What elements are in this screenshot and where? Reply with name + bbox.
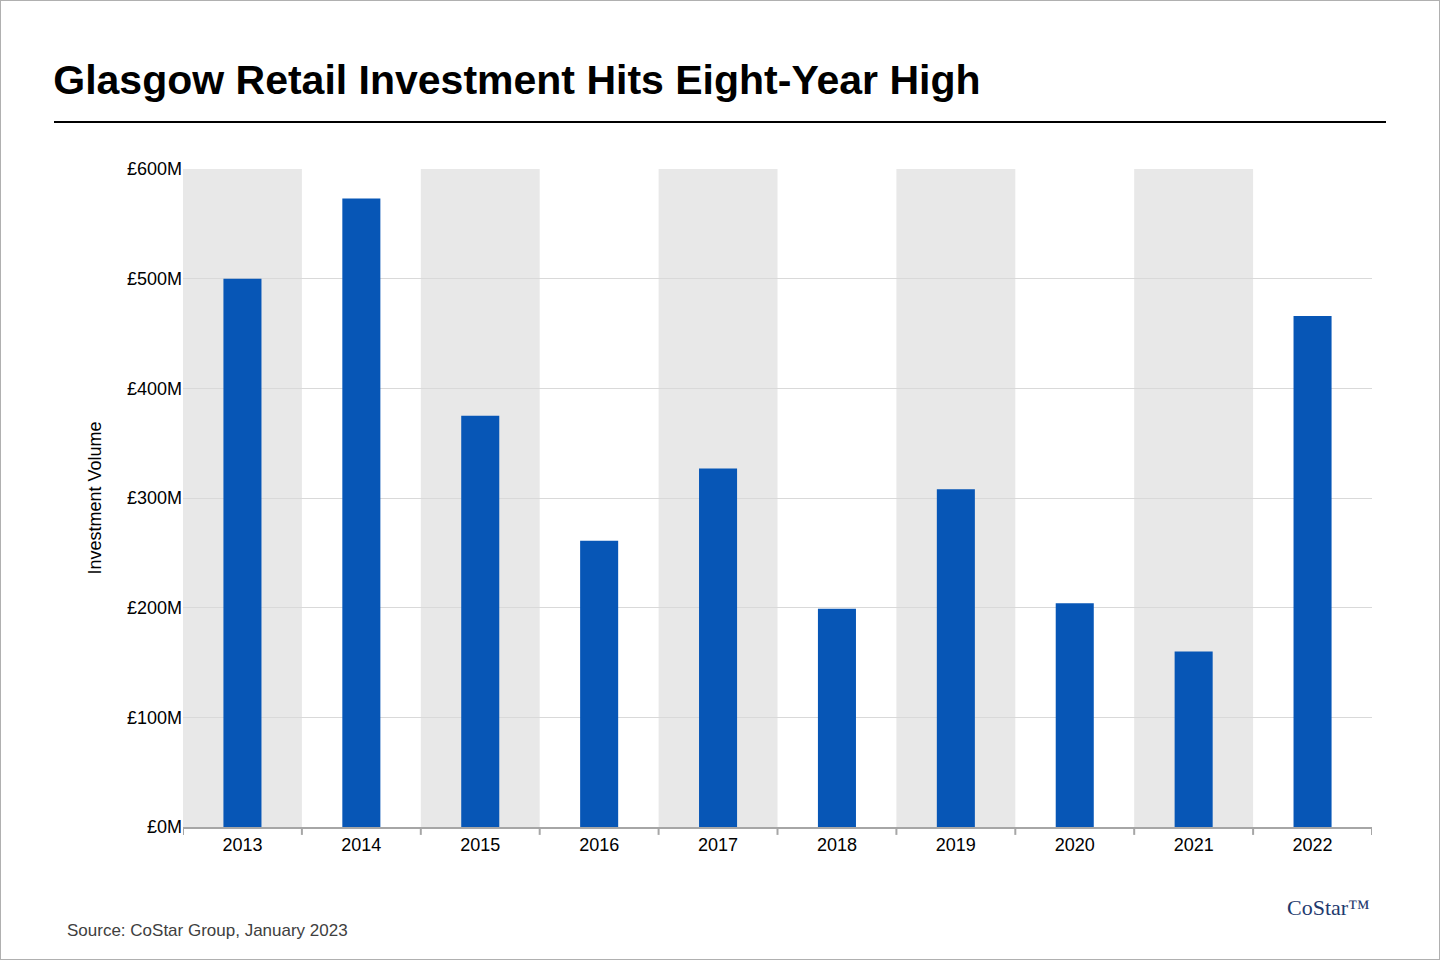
svg-text:£600M: £600M [127, 159, 182, 179]
svg-text:£500M: £500M [127, 269, 182, 289]
svg-text:Glasgow Retail Investment Hits: Glasgow Retail Investment Hits Eight-Yea… [53, 57, 980, 103]
svg-text:£200M: £200M [127, 598, 182, 618]
svg-text:Investment Volume: Investment Volume [85, 421, 105, 574]
svg-text:2019: 2019 [936, 835, 976, 855]
svg-text:£300M: £300M [127, 488, 182, 508]
svg-text:2016: 2016 [579, 835, 619, 855]
svg-text:2022: 2022 [1293, 835, 1333, 855]
svg-text:£100M: £100M [127, 708, 182, 728]
svg-text:Source: CoStar Group, January: Source: CoStar Group, January 2023 [67, 921, 348, 940]
svg-text:£0M: £0M [147, 817, 182, 837]
svg-text:2020: 2020 [1055, 835, 1095, 855]
svg-text:2015: 2015 [460, 835, 500, 855]
svg-text:£400M: £400M [127, 379, 182, 399]
svg-text:2017: 2017 [698, 835, 738, 855]
svg-text:2021: 2021 [1174, 835, 1214, 855]
svg-text:2013: 2013 [222, 835, 262, 855]
svg-text:2018: 2018 [817, 835, 857, 855]
svg-text:2014: 2014 [341, 835, 381, 855]
svg-text:CoStar™: CoStar™ [1287, 895, 1370, 920]
